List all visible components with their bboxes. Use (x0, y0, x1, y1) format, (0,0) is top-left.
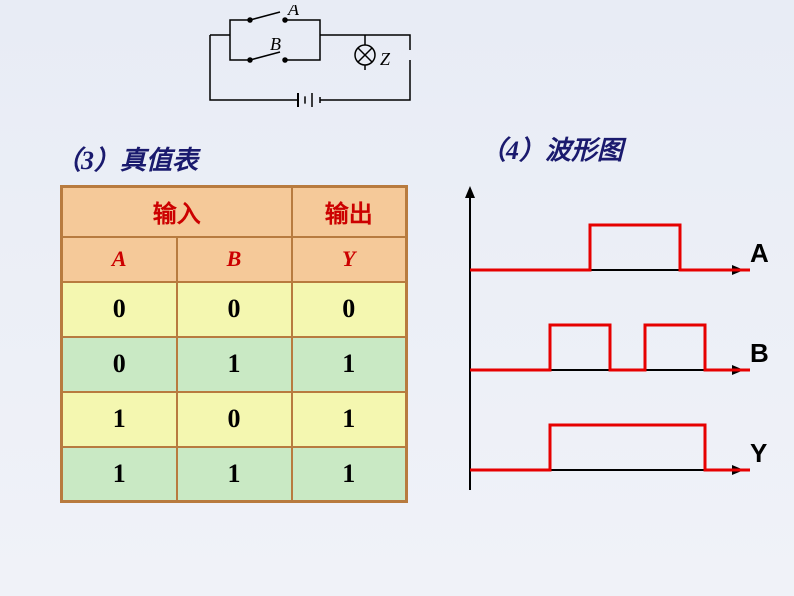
cell-2-2: 1 (292, 392, 407, 447)
circuit-diagram: A B Z (170, 5, 450, 125)
cell-0-0: 0 (62, 282, 177, 337)
cell-2-1: 0 (177, 392, 292, 447)
cell-3-1: 1 (177, 447, 292, 502)
cell-3-0: 1 (62, 447, 177, 502)
cell-0-2: 0 (292, 282, 407, 337)
truth-table: 输入 输出 A B Y 0 0 0 0 1 1 1 0 1 1 1 1 (60, 185, 408, 503)
header-y: Y (292, 237, 407, 282)
cell-1-0: 0 (62, 337, 177, 392)
header-input: 输入 (62, 187, 292, 237)
circuit-label-a: A (287, 5, 300, 19)
header-b: B (177, 237, 292, 282)
cell-2-0: 1 (62, 392, 177, 447)
section-4-title: （4）波形图 (480, 130, 623, 167)
circuit-label-b: B (270, 34, 281, 54)
cell-1-2: 1 (292, 337, 407, 392)
wave-label-a: A (750, 238, 769, 268)
waveform-diagram: A B Y (450, 180, 780, 560)
circuit-label-z: Z (380, 49, 391, 69)
cell-0-1: 0 (177, 282, 292, 337)
cell-1-1: 1 (177, 337, 292, 392)
cell-3-2: 1 (292, 447, 407, 502)
section-3-title: （3）真值表 (55, 140, 198, 177)
header-output: 输出 (292, 187, 407, 237)
header-a: A (62, 237, 177, 282)
wave-label-y: Y (750, 438, 767, 468)
wave-label-b: B (750, 338, 769, 368)
